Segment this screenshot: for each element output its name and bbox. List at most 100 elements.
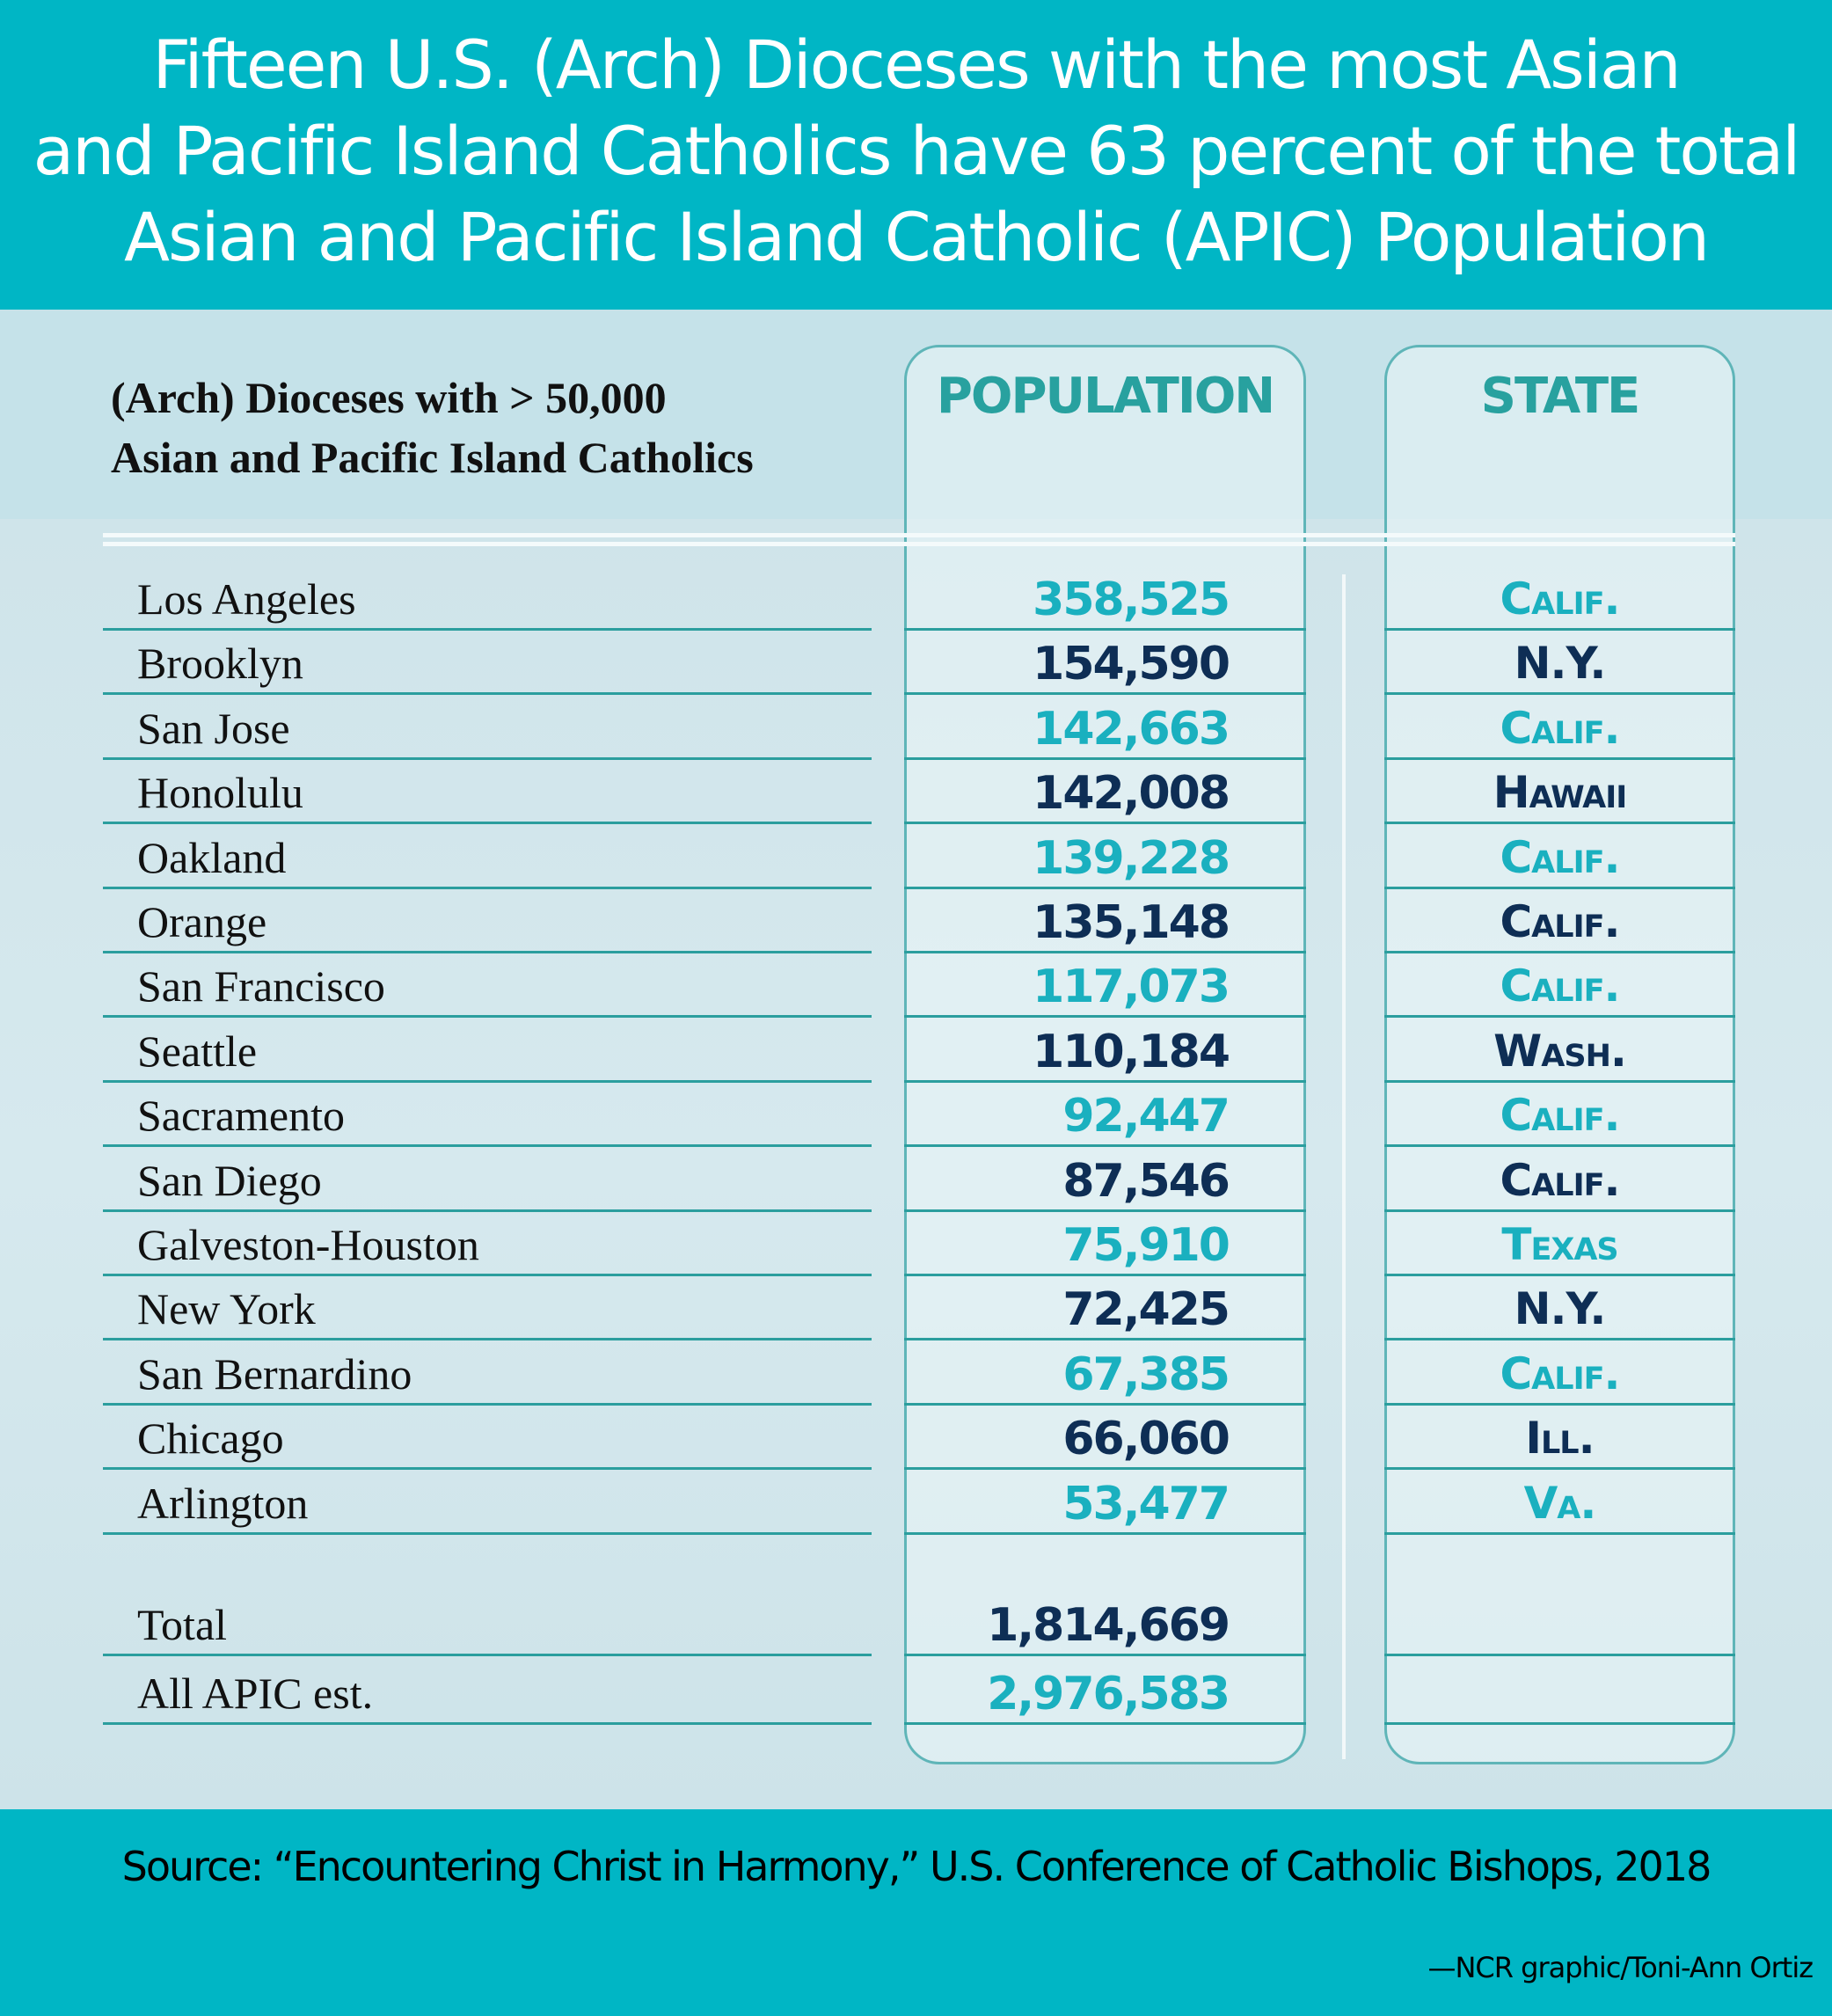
state-value: Calif. <box>1500 1348 1620 1399</box>
row-rule <box>103 756 872 760</box>
row-rule <box>1384 1467 1735 1471</box>
summary-label: Total <box>137 1600 228 1649</box>
row-rule <box>1384 1722 1735 1725</box>
state-value: Calif. <box>1500 831 1620 883</box>
row-rule <box>1384 756 1735 760</box>
row-rule <box>103 1079 872 1083</box>
row-rule <box>103 886 872 889</box>
row-rule <box>904 1654 1306 1656</box>
row-rule <box>904 1338 1306 1341</box>
column-divider <box>1342 574 1346 1759</box>
footer-banner <box>0 1809 1832 2016</box>
diocese-header-line-1: (Arch) Dioceses with > 50,000 <box>111 373 667 422</box>
row-rule <box>103 1402 872 1406</box>
diocese-name: Sacramento <box>137 1091 346 1141</box>
population-value: 110,184 <box>1033 1025 1230 1078</box>
row-rule <box>1384 1402 1735 1406</box>
state-value: Calif. <box>1500 1154 1620 1206</box>
row-rule <box>1384 886 1735 889</box>
row-rule <box>103 822 872 825</box>
diocese-name: New York <box>137 1284 316 1334</box>
population-value: 75,910 <box>1062 1219 1230 1272</box>
row-rule <box>103 1654 872 1656</box>
row-rule <box>103 1338 872 1341</box>
state-column-box <box>1384 345 1735 1764</box>
summary-value: 2,976,583 <box>987 1668 1230 1720</box>
row-rule <box>1384 1654 1735 1656</box>
summary-value: 1,814,669 <box>987 1599 1230 1652</box>
state-value: Hawaii <box>1493 767 1628 819</box>
row-rule <box>1384 692 1735 696</box>
row-rule <box>103 1722 872 1725</box>
state-value: Va. <box>1523 1477 1597 1529</box>
state-value: Wash. <box>1493 1025 1627 1077</box>
header-double-rule-bottom <box>103 542 1735 546</box>
diocese-name: San Bernardino <box>137 1348 412 1399</box>
row-rule <box>1384 951 1735 953</box>
population-value: 358,525 <box>1033 573 1230 626</box>
population-value: 117,073 <box>1033 961 1230 1014</box>
row-rule <box>904 1274 1306 1276</box>
diocese-name: Honolulu <box>137 768 303 818</box>
row-rule <box>103 692 872 696</box>
state-value: Calif. <box>1500 896 1620 947</box>
population-value: 72,425 <box>1062 1283 1230 1337</box>
row-rule <box>904 1531 1306 1535</box>
graphic-credit: —NCR graphic/Toni-Ann Ortiz <box>1427 1951 1814 1984</box>
state-value: Calif. <box>1500 573 1620 625</box>
state-value: Calif. <box>1500 702 1620 754</box>
diocese-name: Chicago <box>137 1413 284 1464</box>
row-rule <box>904 1467 1306 1471</box>
diocese-name: Brooklyn <box>137 639 303 689</box>
row-rule <box>904 628 1306 631</box>
diocese-name: Arlington <box>137 1478 309 1528</box>
row-rule <box>904 1722 1306 1725</box>
row-rule <box>904 692 1306 696</box>
state-value: Texas <box>1501 1219 1618 1270</box>
row-rule <box>904 1079 1306 1083</box>
population-value: 66,060 <box>1062 1413 1230 1466</box>
diocese-name: San Francisco <box>137 961 385 1012</box>
population-value: 154,590 <box>1033 638 1230 691</box>
row-rule <box>103 1531 872 1535</box>
source-note: Source: “Encountering Christ in Harmony,… <box>121 1843 1712 1890</box>
row-rule <box>1384 628 1735 631</box>
population-value: 135,148 <box>1033 896 1230 949</box>
population-value: 142,663 <box>1033 702 1230 756</box>
diocese-column-header: (Arch) Dioceses with > 50,000 Asian and … <box>111 368 754 487</box>
row-rule <box>103 951 872 953</box>
row-rule <box>103 628 872 631</box>
row-rule <box>103 1144 872 1148</box>
row-rule <box>103 1467 872 1471</box>
row-rule <box>904 1144 1306 1148</box>
state-value: Ill. <box>1525 1413 1595 1465</box>
diocese-name: Orange <box>137 897 267 946</box>
diocese-name: Oakland <box>137 832 287 882</box>
header-double-rule-top <box>103 533 1735 537</box>
population-value: 139,228 <box>1033 831 1230 885</box>
population-value: 87,546 <box>1062 1154 1230 1208</box>
title-line-3: Asian and Pacific Island Catholic (APIC)… <box>123 198 1710 276</box>
population-column-box <box>904 345 1306 1764</box>
state-value: Calif. <box>1500 961 1620 1012</box>
row-rule <box>1384 1144 1735 1148</box>
row-rule <box>904 1402 1306 1406</box>
row-rule <box>904 951 1306 953</box>
diocese-name: Galveston-Houston <box>137 1220 479 1269</box>
row-rule <box>1384 1015 1735 1019</box>
population-column-header: POPULATION <box>936 368 1275 425</box>
state-value: Calif. <box>1500 1090 1620 1142</box>
diocese-name: Seattle <box>137 1026 258 1076</box>
row-rule <box>1384 1079 1735 1083</box>
population-value: 92,447 <box>1062 1090 1230 1143</box>
population-value: 53,477 <box>1062 1477 1230 1530</box>
diocese-name: Los Angeles <box>137 574 356 624</box>
row-rule <box>904 886 1306 889</box>
row-rule <box>103 1015 872 1019</box>
diocese-header-line-2: Asian and Pacific Island Catholics <box>111 433 754 482</box>
row-rule <box>1384 1274 1735 1276</box>
diocese-name: San Jose <box>137 703 290 753</box>
row-rule <box>904 822 1306 825</box>
row-rule <box>103 1274 872 1276</box>
row-rule <box>904 1209 1306 1212</box>
